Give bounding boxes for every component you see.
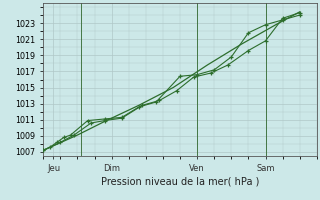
X-axis label: Pression niveau de la mer( hPa ): Pression niveau de la mer( hPa )	[101, 176, 259, 186]
